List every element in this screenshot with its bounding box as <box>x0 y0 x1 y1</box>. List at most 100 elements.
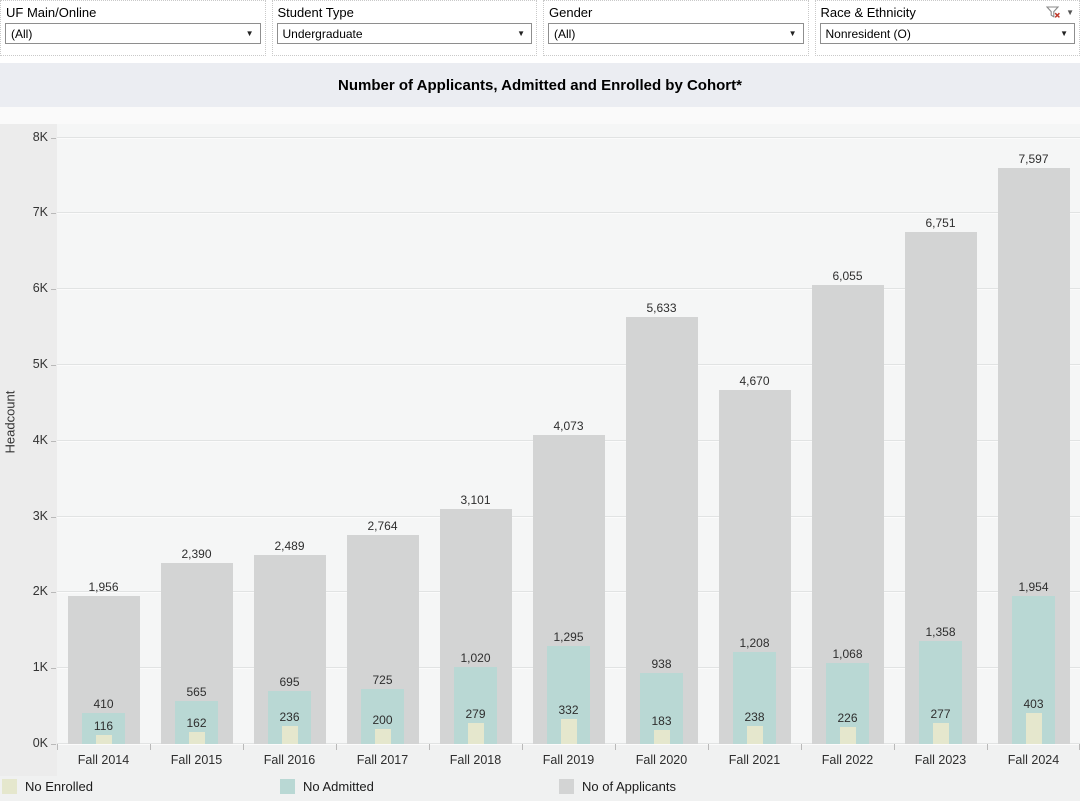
y-tick-label: 4K <box>8 433 48 448</box>
value-label-no-of-applicants: 2,489 <box>243 539 336 553</box>
bar-no-enrolled-fall-2019[interactable] <box>561 719 577 744</box>
filter-title: Gender <box>549 5 592 20</box>
legend-swatch-no-of-applicants[interactable] <box>559 779 574 794</box>
value-label-no-enrolled: 279 <box>429 707 522 721</box>
value-label-no-enrolled: 226 <box>801 711 894 725</box>
filter-dropdown-race-ethnicity[interactable]: Nonresident (O) ▼ <box>820 23 1076 44</box>
x-tick-mark <box>987 744 988 750</box>
legend: No Enrolled No Admitted No of Applicants <box>0 776 1080 801</box>
filter-panel-student-type: Student Type Undergraduate ▼ <box>272 0 538 56</box>
x-tick-mark <box>894 744 895 750</box>
legend-item-no-admitted[interactable]: No Admitted <box>280 779 374 794</box>
bar-no-enrolled-fall-2020[interactable] <box>654 730 670 744</box>
bar-no-enrolled-fall-2017[interactable] <box>375 729 391 744</box>
value-label-no-enrolled: 116 <box>57 719 150 733</box>
x-tick-mark <box>150 744 151 750</box>
x-tick-label: Fall 2023 <box>894 753 987 767</box>
y-tick-label: 8K <box>8 130 48 145</box>
filter-bar: UF Main/Online (All) ▼ Student Type Unde… <box>0 0 1080 56</box>
legend-item-no-of-applicants[interactable]: No of Applicants <box>559 779 676 794</box>
x-tick-label: Fall 2016 <box>243 753 336 767</box>
bar-no-enrolled-fall-2023[interactable] <box>933 723 949 744</box>
spacer <box>0 107 1080 124</box>
value-label-no-of-applicants: 2,764 <box>336 519 429 533</box>
x-tick-label: Fall 2018 <box>429 753 522 767</box>
dropdown-caret-icon: ▼ <box>517 30 531 38</box>
x-tick-mark <box>522 744 523 750</box>
bar-no-enrolled-fall-2016[interactable] <box>282 726 298 744</box>
y-tick-label: 5K <box>8 357 48 372</box>
value-label-no-admitted: 938 <box>615 657 708 671</box>
x-tick-label: Fall 2015 <box>150 753 243 767</box>
x-tick-label: Fall 2017 <box>336 753 429 767</box>
y-tick-label: 7K <box>8 205 48 220</box>
legend-swatch-no-admitted[interactable] <box>280 779 295 794</box>
value-label-no-enrolled: 183 <box>615 714 708 728</box>
value-label-no-enrolled: 277 <box>894 707 987 721</box>
y-tick-mark <box>51 592 56 593</box>
value-label-no-of-applicants: 2,390 <box>150 547 243 561</box>
x-tick-label: Fall 2021 <box>708 753 801 767</box>
y-tick-mark <box>51 213 56 214</box>
grid-line <box>57 137 1080 138</box>
x-tick-mark <box>429 744 430 750</box>
x-tick-label: Fall 2022 <box>801 753 894 767</box>
filter-panel-uf-main-online: UF Main/Online (All) ▼ <box>0 0 266 56</box>
y-tick-label: 1K <box>8 660 48 675</box>
bar-chart: Headcount 1,9564101162,3905651622,489695… <box>0 124 1080 801</box>
y-tick-mark <box>51 517 56 518</box>
bar-no-enrolled-fall-2022[interactable] <box>840 727 856 744</box>
bar-no-enrolled-fall-2024[interactable] <box>1026 713 1042 744</box>
value-label-no-of-applicants: 6,055 <box>801 269 894 283</box>
bar-no-enrolled-fall-2015[interactable] <box>189 732 205 744</box>
legend-swatch-no-enrolled[interactable] <box>2 779 17 794</box>
x-tick-label: Fall 2019 <box>522 753 615 767</box>
filter-panel-race-ethnicity: Race & Ethnicity ▼ Nonresident (O) ▼ <box>815 0 1080 56</box>
x-tick-label: Fall 2014 <box>57 753 150 767</box>
filter-value: Nonresident (O) <box>821 27 1061 41</box>
filter-value: (All) <box>549 27 789 41</box>
value-label-no-admitted: 725 <box>336 673 429 687</box>
x-tick-mark <box>615 744 616 750</box>
value-label-no-enrolled: 332 <box>522 703 615 717</box>
value-label-no-admitted: 410 <box>57 697 150 711</box>
legend-item-no-enrolled[interactable]: No Enrolled <box>2 779 93 794</box>
filter-dropdown-uf-main-online[interactable]: (All) ▼ <box>5 23 261 44</box>
value-label-no-admitted: 1,295 <box>522 630 615 644</box>
filter-value: Undergraduate <box>278 27 518 41</box>
value-label-no-of-applicants: 5,633 <box>615 301 708 315</box>
value-label-no-enrolled: 403 <box>987 697 1080 711</box>
filter-title: Race & Ethnicity <box>821 5 916 20</box>
filter-excluded-values-icon[interactable] <box>1046 6 1061 19</box>
plot-area: 1,9564101162,3905651622,4896952362,76472… <box>57 124 1080 744</box>
filter-dropdown-student-type[interactable]: Undergraduate ▼ <box>277 23 533 44</box>
chart-title-bar: Number of Applicants, Admitted and Enrol… <box>0 63 1080 107</box>
y-tick-mark <box>51 365 56 366</box>
x-tick-mark <box>336 744 337 750</box>
value-label-no-admitted: 565 <box>150 685 243 699</box>
value-label-no-admitted: 1,954 <box>987 580 1080 594</box>
filter-title: Student Type <box>278 5 354 20</box>
bar-no-enrolled-fall-2014[interactable] <box>96 735 112 744</box>
filter-title: UF Main/Online <box>6 5 96 20</box>
value-label-no-admitted: 1,358 <box>894 625 987 639</box>
dropdown-caret-icon: ▼ <box>789 30 803 38</box>
value-label-no-of-applicants: 4,670 <box>708 374 801 388</box>
value-label-no-admitted: 1,020 <box>429 651 522 665</box>
x-axis: Fall 2014Fall 2015Fall 2016Fall 2017Fall… <box>57 744 1080 776</box>
bar-no-enrolled-fall-2018[interactable] <box>468 723 484 744</box>
bar-no-enrolled-fall-2021[interactable] <box>747 726 763 744</box>
legend-label: No Admitted <box>303 779 374 794</box>
legend-label: No of Applicants <box>582 779 676 794</box>
value-label-no-enrolled: 200 <box>336 713 429 727</box>
y-tick-mark <box>51 138 56 139</box>
value-label-no-enrolled: 236 <box>243 710 336 724</box>
dropdown-caret-icon: ▼ <box>246 30 260 38</box>
filter-menu-caret-icon[interactable]: ▼ <box>1066 9 1074 17</box>
y-tick-mark <box>51 744 56 745</box>
dashboard: UF Main/Online (All) ▼ Student Type Unde… <box>0 0 1080 801</box>
y-tick-mark <box>51 289 56 290</box>
filter-dropdown-gender[interactable]: (All) ▼ <box>548 23 804 44</box>
y-tick-mark <box>51 668 56 669</box>
chart-title: Number of Applicants, Admitted and Enrol… <box>338 77 742 94</box>
